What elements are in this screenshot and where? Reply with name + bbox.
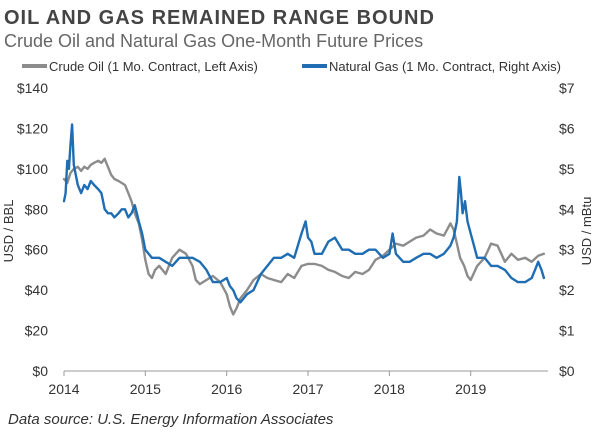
y-tick-left-label: $40	[25, 282, 49, 298]
y-tick-left-label: $20	[25, 323, 49, 339]
legend: Crude Oil (1 Mo. Contract, Left Axis) Na…	[22, 59, 561, 74]
series-line-crude-oil	[62, 157, 546, 316]
chart-subtitle: Crude Oil and Natural Gas One-Month Futu…	[4, 31, 423, 51]
y-tick-right-label: $6	[559, 120, 575, 136]
y-tick-left-label: $140	[17, 80, 48, 96]
x-axis: 2014 2015 2016 2017 2018 2019	[48, 371, 487, 397]
x-tick-label: 2015	[130, 381, 161, 397]
series-line-natural-gas	[62, 123, 546, 304]
y-tick-left-label: $80	[25, 201, 49, 217]
y-tick-left-label: $60	[25, 242, 49, 258]
legend-label-crude-oil: Crude Oil (1 Mo. Contract, Left Axis)	[49, 59, 258, 74]
x-tick-label: 2017	[292, 381, 323, 397]
x-tick-label: 2014	[48, 381, 79, 397]
y-tick-right-label: $7	[559, 80, 575, 96]
x-tick-label: 2018	[374, 381, 405, 397]
y-axis-label-left: USD / BBL	[1, 200, 16, 263]
data-source: Data source: U.S. Energy Information Ass…	[8, 411, 334, 428]
y-tick-right-label: $4	[559, 201, 575, 217]
x-tick-label: 2016	[211, 381, 242, 397]
chart-title: OIL AND GAS REMAINED RANGE BOUND	[4, 7, 435, 29]
y-tick-right-label: $5	[559, 161, 575, 177]
y-tick-right-label: $0	[559, 363, 575, 379]
legend-label-natural-gas: Natural Gas (1 Mo. Contract, Right Axis)	[329, 59, 561, 74]
y-tick-right-label: $3	[559, 242, 575, 258]
y-axis-right: $0 $1 $2 $3 $4 $5 $6 $7	[559, 80, 575, 379]
y-axis-left: $0 $20 $40 $60 $80 $100 $120 $140	[17, 80, 48, 379]
y-axis-label-right: USD / mBtu	[579, 197, 594, 266]
y-tick-left-label: $120	[17, 120, 48, 136]
y-tick-right-label: $1	[559, 323, 575, 339]
y-tick-left-label: $0	[32, 363, 48, 379]
series-layer	[62, 123, 546, 316]
y-tick-right-label: $2	[559, 282, 575, 298]
y-tick-left-label: $100	[17, 161, 48, 177]
x-tick-label: 2019	[455, 381, 486, 397]
